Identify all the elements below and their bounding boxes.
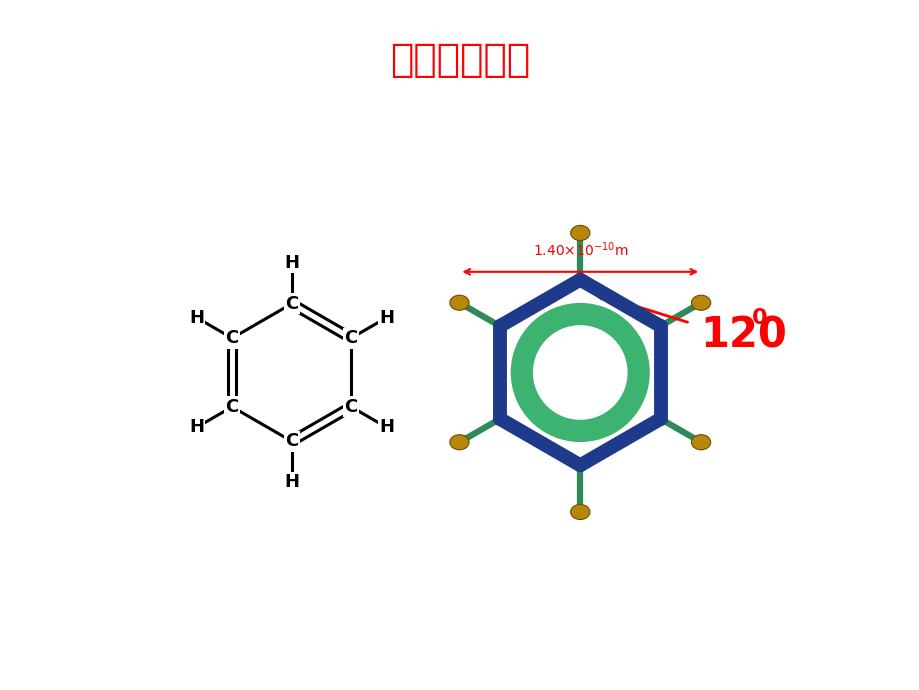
Ellipse shape <box>570 226 589 241</box>
Ellipse shape <box>449 295 469 310</box>
Text: 苯的特殊结构: 苯的特殊结构 <box>390 41 529 79</box>
Text: H: H <box>188 308 204 326</box>
Ellipse shape <box>691 295 710 310</box>
Text: H: H <box>284 253 299 272</box>
Ellipse shape <box>691 435 710 450</box>
Ellipse shape <box>449 435 469 450</box>
Ellipse shape <box>570 504 589 520</box>
Text: C: C <box>344 329 357 347</box>
Ellipse shape <box>539 332 620 413</box>
Text: H: H <box>379 418 394 437</box>
Text: C: C <box>225 398 239 416</box>
Text: C: C <box>225 329 239 347</box>
Text: 0: 0 <box>751 308 766 328</box>
Text: 120: 120 <box>699 315 787 356</box>
Text: H: H <box>188 418 204 437</box>
Text: H: H <box>284 473 299 491</box>
Text: C: C <box>285 432 298 450</box>
Text: H: H <box>379 308 394 326</box>
Text: 1.40×10$^{-10}$m: 1.40×10$^{-10}$m <box>532 241 628 259</box>
Text: C: C <box>285 295 298 313</box>
Text: C: C <box>344 398 357 416</box>
